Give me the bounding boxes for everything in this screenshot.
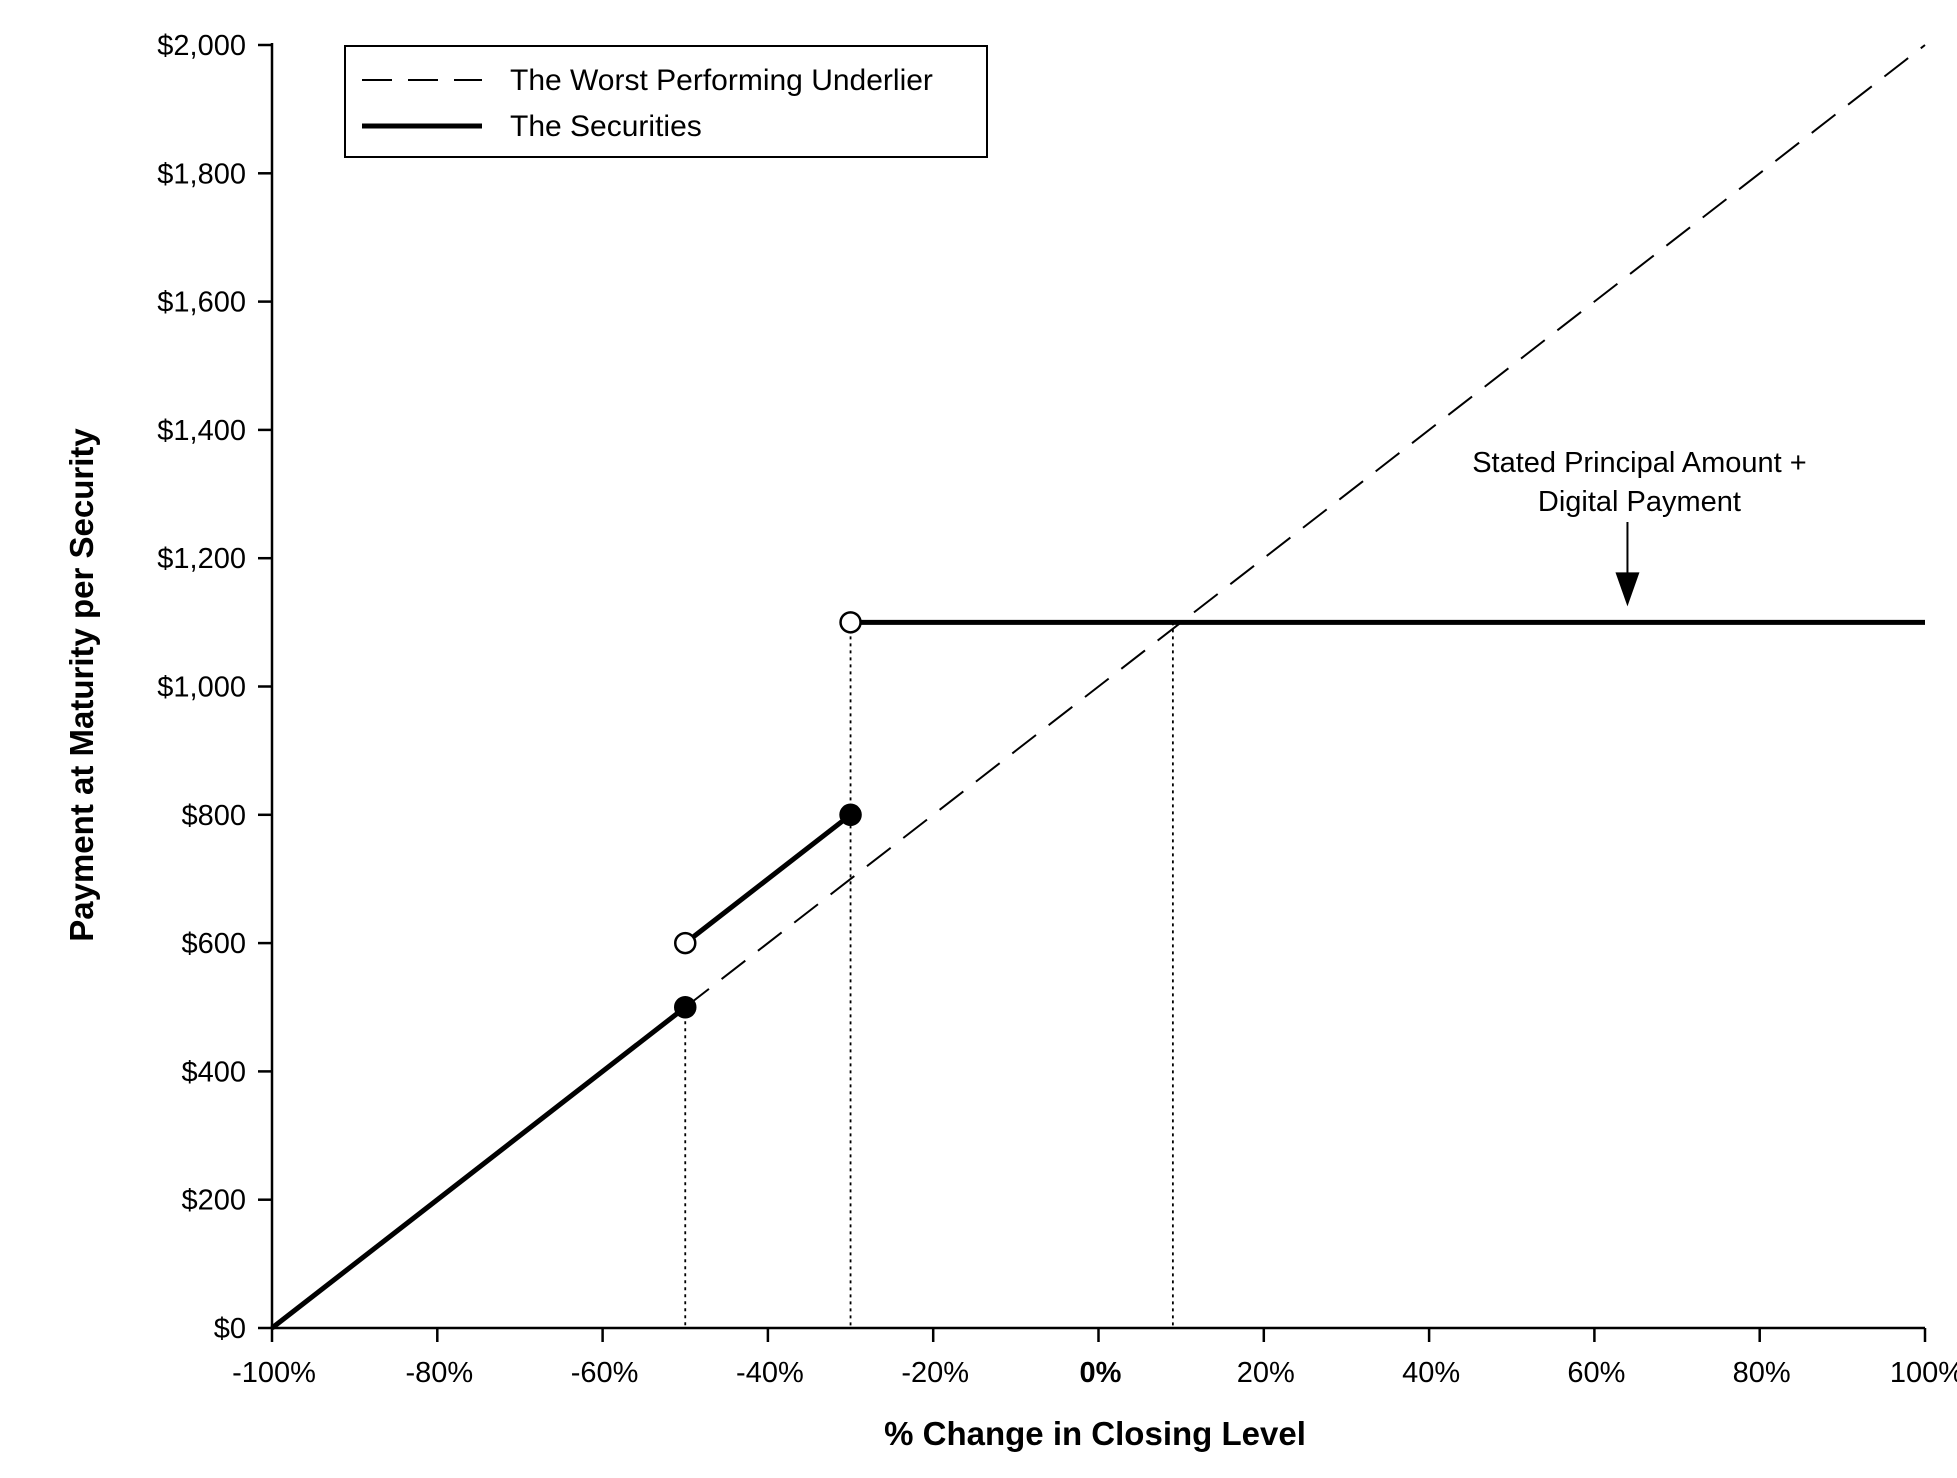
- underlier-line-segment: [684, 44, 1926, 1009]
- filled-point-marker: [839, 803, 862, 827]
- y-tick-label: $0: [214, 1313, 246, 1345]
- x-tick-label: 60%: [1567, 1357, 1625, 1389]
- y-tick-label: $600: [181, 928, 246, 960]
- y-tick-label: $800: [181, 800, 246, 832]
- axes: $0 $200 $400 $600 $800 $1,000 $1,200 $1,400 $1,6…: [157, 30, 1957, 1389]
- annotation-text: Digital Payment: [1538, 486, 1741, 518]
- y-tick-label: $2,000: [157, 30, 246, 62]
- x-tick-label: 40%: [1402, 1357, 1460, 1389]
- series-layer: [270, 44, 1926, 1330]
- y-tick-label: $1,600: [157, 287, 246, 319]
- markers-layer: [674, 611, 862, 1019]
- legend-box: [344, 45, 988, 158]
- x-tick-label: 100%: [1890, 1357, 1957, 1389]
- open-point-marker: [839, 611, 862, 634]
- annotation-arrowhead: [1615, 572, 1640, 607]
- y-tick-label: $1,000: [157, 672, 246, 704]
- x-tick-label: 20%: [1237, 1357, 1295, 1389]
- filled-point-marker: [674, 996, 697, 1019]
- y-tick-label: $1,400: [157, 415, 246, 447]
- x-tick-label: 0%: [1080, 1357, 1122, 1389]
- x-tick-label: -60%: [571, 1357, 639, 1389]
- legend-entry-label: The Worst Performing Underlier: [510, 64, 933, 97]
- y-axis-title: Payment at Maturity per Security: [63, 428, 100, 942]
- reference-lines: [684, 622, 1174, 1328]
- y-tick-label: $1,800: [157, 158, 246, 190]
- x-tick-label: -20%: [901, 1357, 969, 1389]
- x-tick-label: -80%: [405, 1357, 473, 1389]
- securities-line-segment: [683, 812, 853, 946]
- x-tick-label: -40%: [736, 1357, 804, 1389]
- x-tick-label: -100%: [232, 1357, 316, 1389]
- legend: The Worst Performing Underlier The Securi…: [344, 45, 988, 158]
- y-tick-label: $1,200: [157, 543, 246, 575]
- securities-line-segment: [270, 1005, 687, 1330]
- x-tick-label: 80%: [1733, 1357, 1791, 1389]
- y-tick-label: $400: [181, 1056, 246, 1088]
- y-tick-label: $200: [181, 1185, 246, 1217]
- annotation-layer: Stated Principal Amount + Digital Payment: [1472, 447, 1807, 607]
- x-axis-title: % Change in Closing Level: [884, 1415, 1306, 1452]
- legend-entry-label: The Securities: [510, 110, 702, 143]
- annotation-text: Stated Principal Amount +: [1472, 447, 1807, 479]
- open-point-marker: [674, 931, 697, 955]
